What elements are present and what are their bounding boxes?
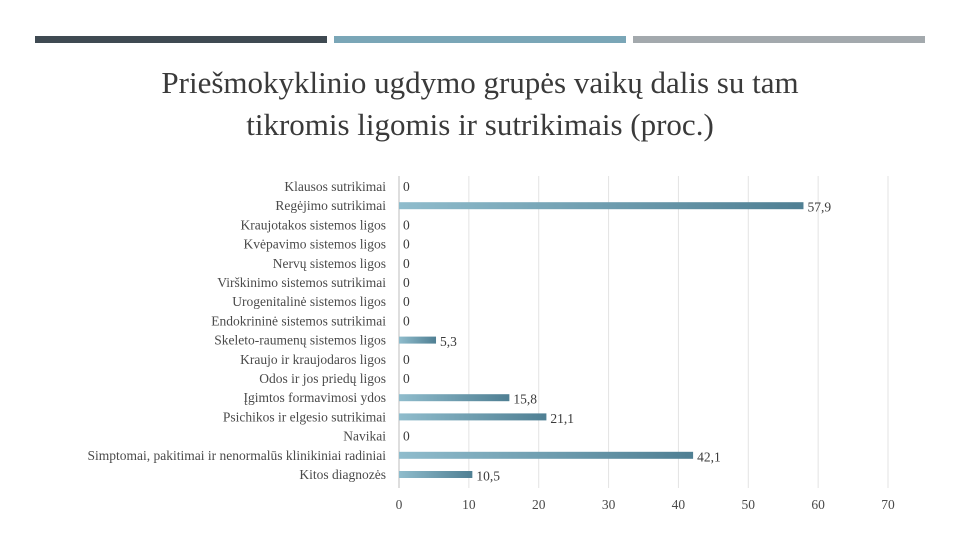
data-label: 0 xyxy=(403,429,410,444)
category-label: Urogenitalinė sistemos ligos xyxy=(232,294,386,309)
slide-title-line-1: Priešmokyklinio ugdymo grupės vaikų dali… xyxy=(161,65,799,100)
data-label: 0 xyxy=(403,352,410,367)
data-label: 15,8 xyxy=(513,392,537,407)
category-label: Kitos diagnozės xyxy=(299,467,386,482)
x-tick-label: 0 xyxy=(396,497,403,512)
category-label: Klausos sutrikimai xyxy=(284,179,386,194)
category-label: Kraujo ir kraujodaros ligos xyxy=(240,352,386,367)
category-label: Psichikos ir elgesio sutrikimai xyxy=(223,409,386,424)
category-label: Kvėpavimo sistemos ligos xyxy=(244,237,387,252)
bar xyxy=(399,413,547,421)
bar xyxy=(399,451,694,459)
category-label: Įgimtos formavimosi ydos xyxy=(244,390,387,405)
accent-stripe-blue xyxy=(334,36,626,43)
data-label: 0 xyxy=(403,256,410,271)
x-tick-label: 50 xyxy=(742,497,756,512)
data-label: 0 xyxy=(403,313,410,328)
accent-stripe-dark xyxy=(35,36,327,43)
data-label: 42,1 xyxy=(697,449,721,464)
category-label: Simptomai, pakitimai ir nenormalūs klini… xyxy=(88,448,387,463)
category-label: Regėjimo sutrikimai xyxy=(275,198,386,213)
category-label: Odos ir jos priedų ligos xyxy=(259,371,386,386)
data-label: 0 xyxy=(403,237,410,252)
data-label: 57,9 xyxy=(807,200,831,215)
accent-stripe-gray xyxy=(633,36,925,43)
x-tick-label: 60 xyxy=(811,497,825,512)
bar xyxy=(399,336,437,344)
category-label: Skeleto-raumenų sistemos ligos xyxy=(214,333,386,348)
bar xyxy=(399,471,473,478)
data-label: 5,3 xyxy=(440,334,457,349)
category-label: Nervų sistemos ligos xyxy=(273,256,386,271)
data-label: 0 xyxy=(403,179,410,194)
slide-title: Priešmokyklinio ugdymo grupės vaikų dali… xyxy=(40,62,920,146)
data-label: 0 xyxy=(403,371,410,386)
category-label: Virškinimo sistemos sutrikimai xyxy=(217,275,386,290)
bar xyxy=(399,202,804,210)
data-label: 0 xyxy=(403,217,410,232)
x-tick-label: 20 xyxy=(532,497,546,512)
category-label: Endokrininė sistemos sutrikimai xyxy=(211,313,386,328)
x-tick-label: 30 xyxy=(602,497,616,512)
slide-title-line-2: tikromis ligomis ir sutrikimais (proc.) xyxy=(246,107,714,142)
data-label: 0 xyxy=(403,275,410,290)
data-label: 10,5 xyxy=(476,469,500,484)
x-tick-label: 10 xyxy=(462,497,476,512)
x-tick-label: 40 xyxy=(672,497,686,512)
bar xyxy=(399,394,510,402)
category-label: Navikai xyxy=(343,429,386,444)
category-label: Kraujotakos sistemos ligos xyxy=(241,217,387,232)
x-tick-label: 70 xyxy=(881,497,895,512)
data-label: 0 xyxy=(403,294,410,309)
data-label: 21,1 xyxy=(550,411,574,426)
